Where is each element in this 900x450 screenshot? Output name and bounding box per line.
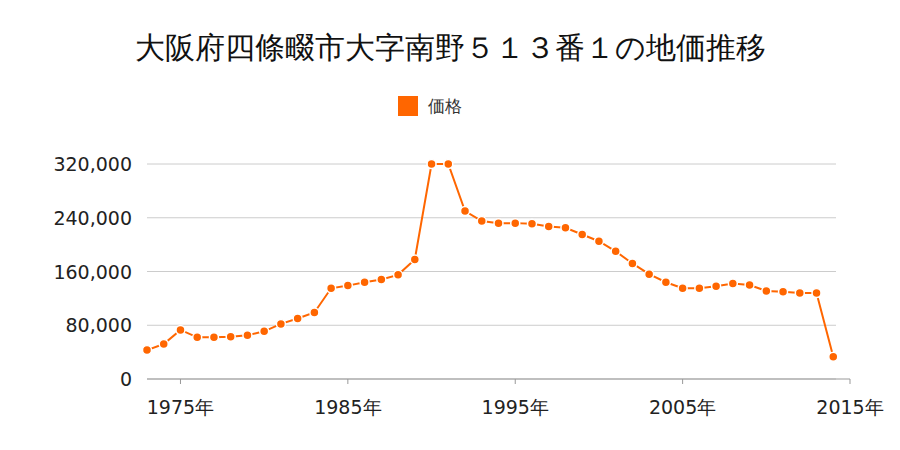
- point: [243, 331, 252, 340]
- point: [461, 207, 470, 216]
- point: [410, 255, 419, 264]
- point: [477, 217, 486, 226]
- point: [695, 284, 704, 293]
- x-tick-label: 2015年: [816, 396, 883, 418]
- x-tick-label: 1985年: [314, 396, 381, 418]
- point: [394, 270, 403, 279]
- chart: 大阪府四條畷市大字南野５１３番１の地価推移価格 0 80,000 160,000 240…: [0, 0, 900, 450]
- x-tick-label: 1975年: [147, 396, 214, 418]
- point: [762, 286, 771, 295]
- point: [611, 247, 620, 256]
- grid-line: [147, 217, 836, 218]
- x-tick: [515, 379, 516, 384]
- point: [795, 289, 804, 298]
- point: [712, 282, 721, 291]
- x-axis-line: [147, 379, 850, 380]
- point: [293, 314, 302, 323]
- point: [143, 346, 152, 355]
- point: [494, 219, 503, 228]
- y-tick-label: 80,000: [66, 314, 132, 336]
- title: 大阪府四條畷市大字南野５１３番１の地価推移: [135, 30, 766, 65]
- grid-line: [147, 271, 836, 272]
- point: [561, 223, 570, 232]
- point: [226, 332, 235, 341]
- point: [159, 340, 168, 349]
- x-tick-label: 1995年: [482, 396, 549, 418]
- point: [360, 278, 369, 287]
- point: [779, 287, 788, 296]
- point: [661, 278, 670, 287]
- point: [343, 281, 352, 290]
- y-tick-label: 0: [120, 368, 132, 390]
- y-tick-label: 320,000: [53, 153, 132, 175]
- grid-line: [147, 164, 836, 165]
- x-tick: [180, 379, 181, 384]
- grid-line: [147, 325, 836, 326]
- y-tick-label: 160,000: [53, 261, 132, 283]
- point: [728, 279, 737, 288]
- x-tick: [347, 379, 348, 384]
- line: [147, 164, 833, 357]
- point: [645, 270, 654, 279]
- point: [511, 219, 520, 228]
- point: [594, 237, 603, 246]
- point: [260, 327, 269, 336]
- plot-area: [143, 160, 838, 362]
- point: [327, 284, 336, 293]
- point: [628, 259, 637, 268]
- point: [377, 275, 386, 284]
- x-tick: [850, 379, 851, 384]
- point: [745, 280, 754, 289]
- point: [829, 352, 838, 361]
- point: [578, 230, 587, 239]
- point: [812, 289, 821, 298]
- point: [276, 319, 285, 328]
- y-tick-label: 240,000: [53, 207, 132, 229]
- legend-label: 価格: [428, 96, 462, 116]
- x-tick: [682, 379, 683, 384]
- point: [444, 160, 453, 169]
- point: [678, 284, 687, 293]
- point: [527, 219, 536, 228]
- point: [544, 222, 553, 231]
- x-tick-label: 2005年: [649, 396, 716, 418]
- point: [176, 325, 185, 334]
- legend-swatch: [398, 96, 418, 116]
- point: [209, 333, 218, 342]
- point: [310, 308, 319, 317]
- point: [193, 333, 202, 342]
- point: [427, 160, 436, 169]
